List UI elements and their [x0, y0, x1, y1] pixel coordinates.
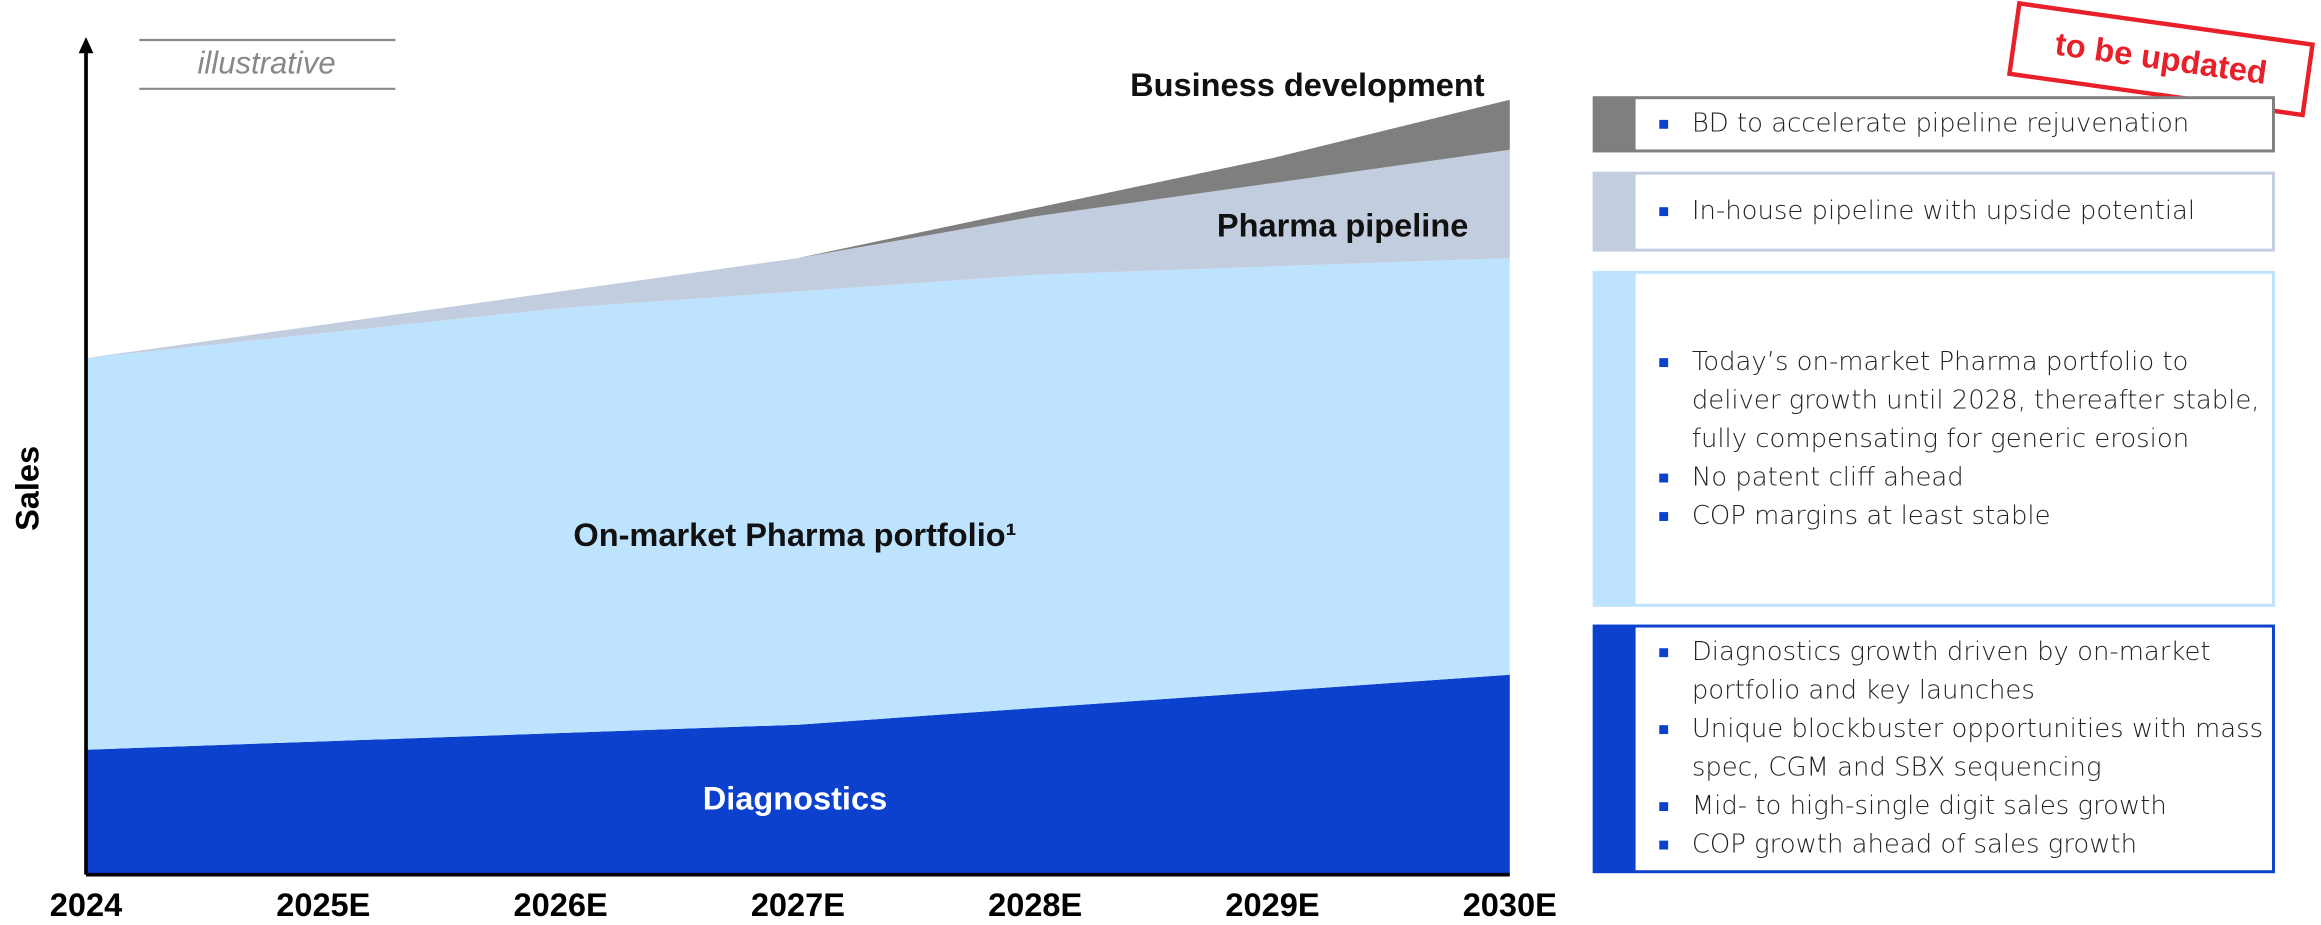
series-label: Business development — [1130, 67, 1485, 103]
y-axis-label: Sales — [9, 446, 45, 531]
panel-text: Diagnostics growth driven by on-market p… — [1597, 626, 2270, 872]
bullet-list: BD to accelerate pipeline rejuvenation — [1597, 105, 2189, 143]
panel-stripe — [1594, 173, 1636, 251]
x-tick-label: 2030E — [1463, 887, 1557, 923]
bullet: Today’s on-market Pharma portfolio to de… — [1653, 343, 2270, 458]
area — [86, 258, 1510, 750]
panel-body: Diagnostics growth driven by on-market p… — [1597, 626, 2270, 872]
stamp: to be updated — [2006, 0, 2315, 118]
x-tick-label: 2026E — [514, 887, 608, 923]
x-tick-label: 2025E — [276, 887, 370, 923]
bullet: No patent cliff ahead — [1653, 458, 2270, 496]
panel-stripe — [1594, 626, 1636, 872]
series-label: On-market Pharma portfolio¹ — [573, 517, 1016, 553]
series-label: Pharma pipeline — [1217, 208, 1468, 244]
bullet-list: In-house pipeline with upside potential — [1597, 192, 2195, 230]
area — [86, 674, 1510, 875]
panel-text: BD to accelerate pipeline rejuvenation — [1597, 98, 2270, 151]
bullet-list: Diagnostics growth driven by on-market p… — [1597, 633, 2270, 864]
series-label: Diagnostics — [703, 780, 887, 816]
stamp-frame — [2006, 0, 2315, 118]
bullet: Diagnostics growth driven by on-market p… — [1653, 633, 2270, 710]
x-tick-label: 2024 — [50, 887, 122, 923]
panel-body: Today’s on-market Pharma portfolio to de… — [1597, 272, 2270, 605]
area — [86, 149, 1510, 359]
panel-body: BD to accelerate pipeline rejuvenation — [1597, 98, 2270, 151]
bullet: In-house pipeline with upside potential — [1653, 192, 2195, 230]
y-axis-arrow — [78, 37, 94, 54]
annotation: illustrative — [197, 45, 335, 80]
bullet: COP growth ahead of sales growth — [1653, 826, 2270, 864]
bullet: Mid- to high-single digit sales growth — [1653, 787, 2270, 825]
panel-frame — [1592, 96, 2275, 153]
bullet-list: Today’s on-market Pharma portfolio to de… — [1597, 343, 2270, 535]
panel-stripe — [1594, 272, 1636, 606]
panel-text: In-house pipeline with upside potential — [1597, 173, 2270, 250]
bullet: BD to accelerate pipeline rejuvenation — [1653, 105, 2189, 143]
panel-stripe — [1594, 97, 1636, 151]
bullet: COP margins at least stable — [1653, 497, 2270, 535]
x-tick-label: 2028E — [988, 887, 1082, 923]
panel-text: Today’s on-market Pharma portfolio to de… — [1597, 272, 2270, 605]
x-tick-label: 2029E — [1225, 887, 1319, 923]
bullet: Unique blockbuster opportunities with ma… — [1653, 710, 2270, 787]
x-tick-label: 2027E — [751, 887, 845, 923]
panel-body: In-house pipeline with upside potential — [1597, 173, 2270, 250]
